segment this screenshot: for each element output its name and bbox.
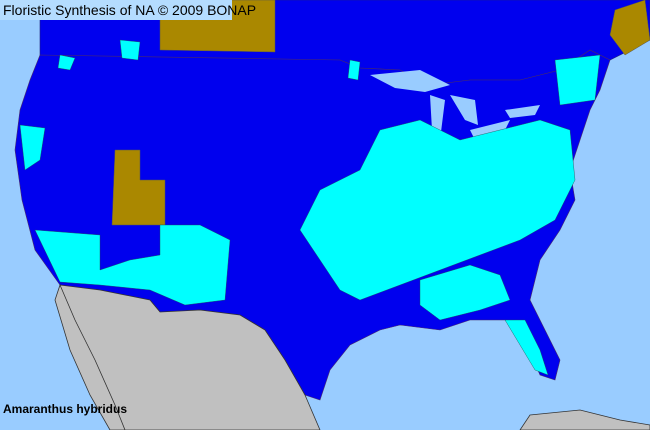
baja-peninsula — [54, 283, 126, 430]
cyan-areas — [19, 39, 601, 376]
cyan-southeast — [419, 264, 511, 321]
cyan-florida — [504, 319, 549, 376]
cyan-california — [19, 124, 46, 171]
cyan-northwest — [57, 39, 601, 106]
brown-region-utah — [111, 149, 166, 226]
cuba-region — [519, 409, 650, 430]
map-title: Floristic Synthesis of NA © 2009 BONAP — [0, 0, 256, 20]
cyan-southwest — [34, 224, 231, 306]
species-label: Amaranthus hybridus — [3, 402, 128, 416]
great-lakes — [370, 70, 540, 140]
cyan-midwest-east — [299, 119, 576, 301]
brown-region-northeast — [609, 0, 650, 56]
